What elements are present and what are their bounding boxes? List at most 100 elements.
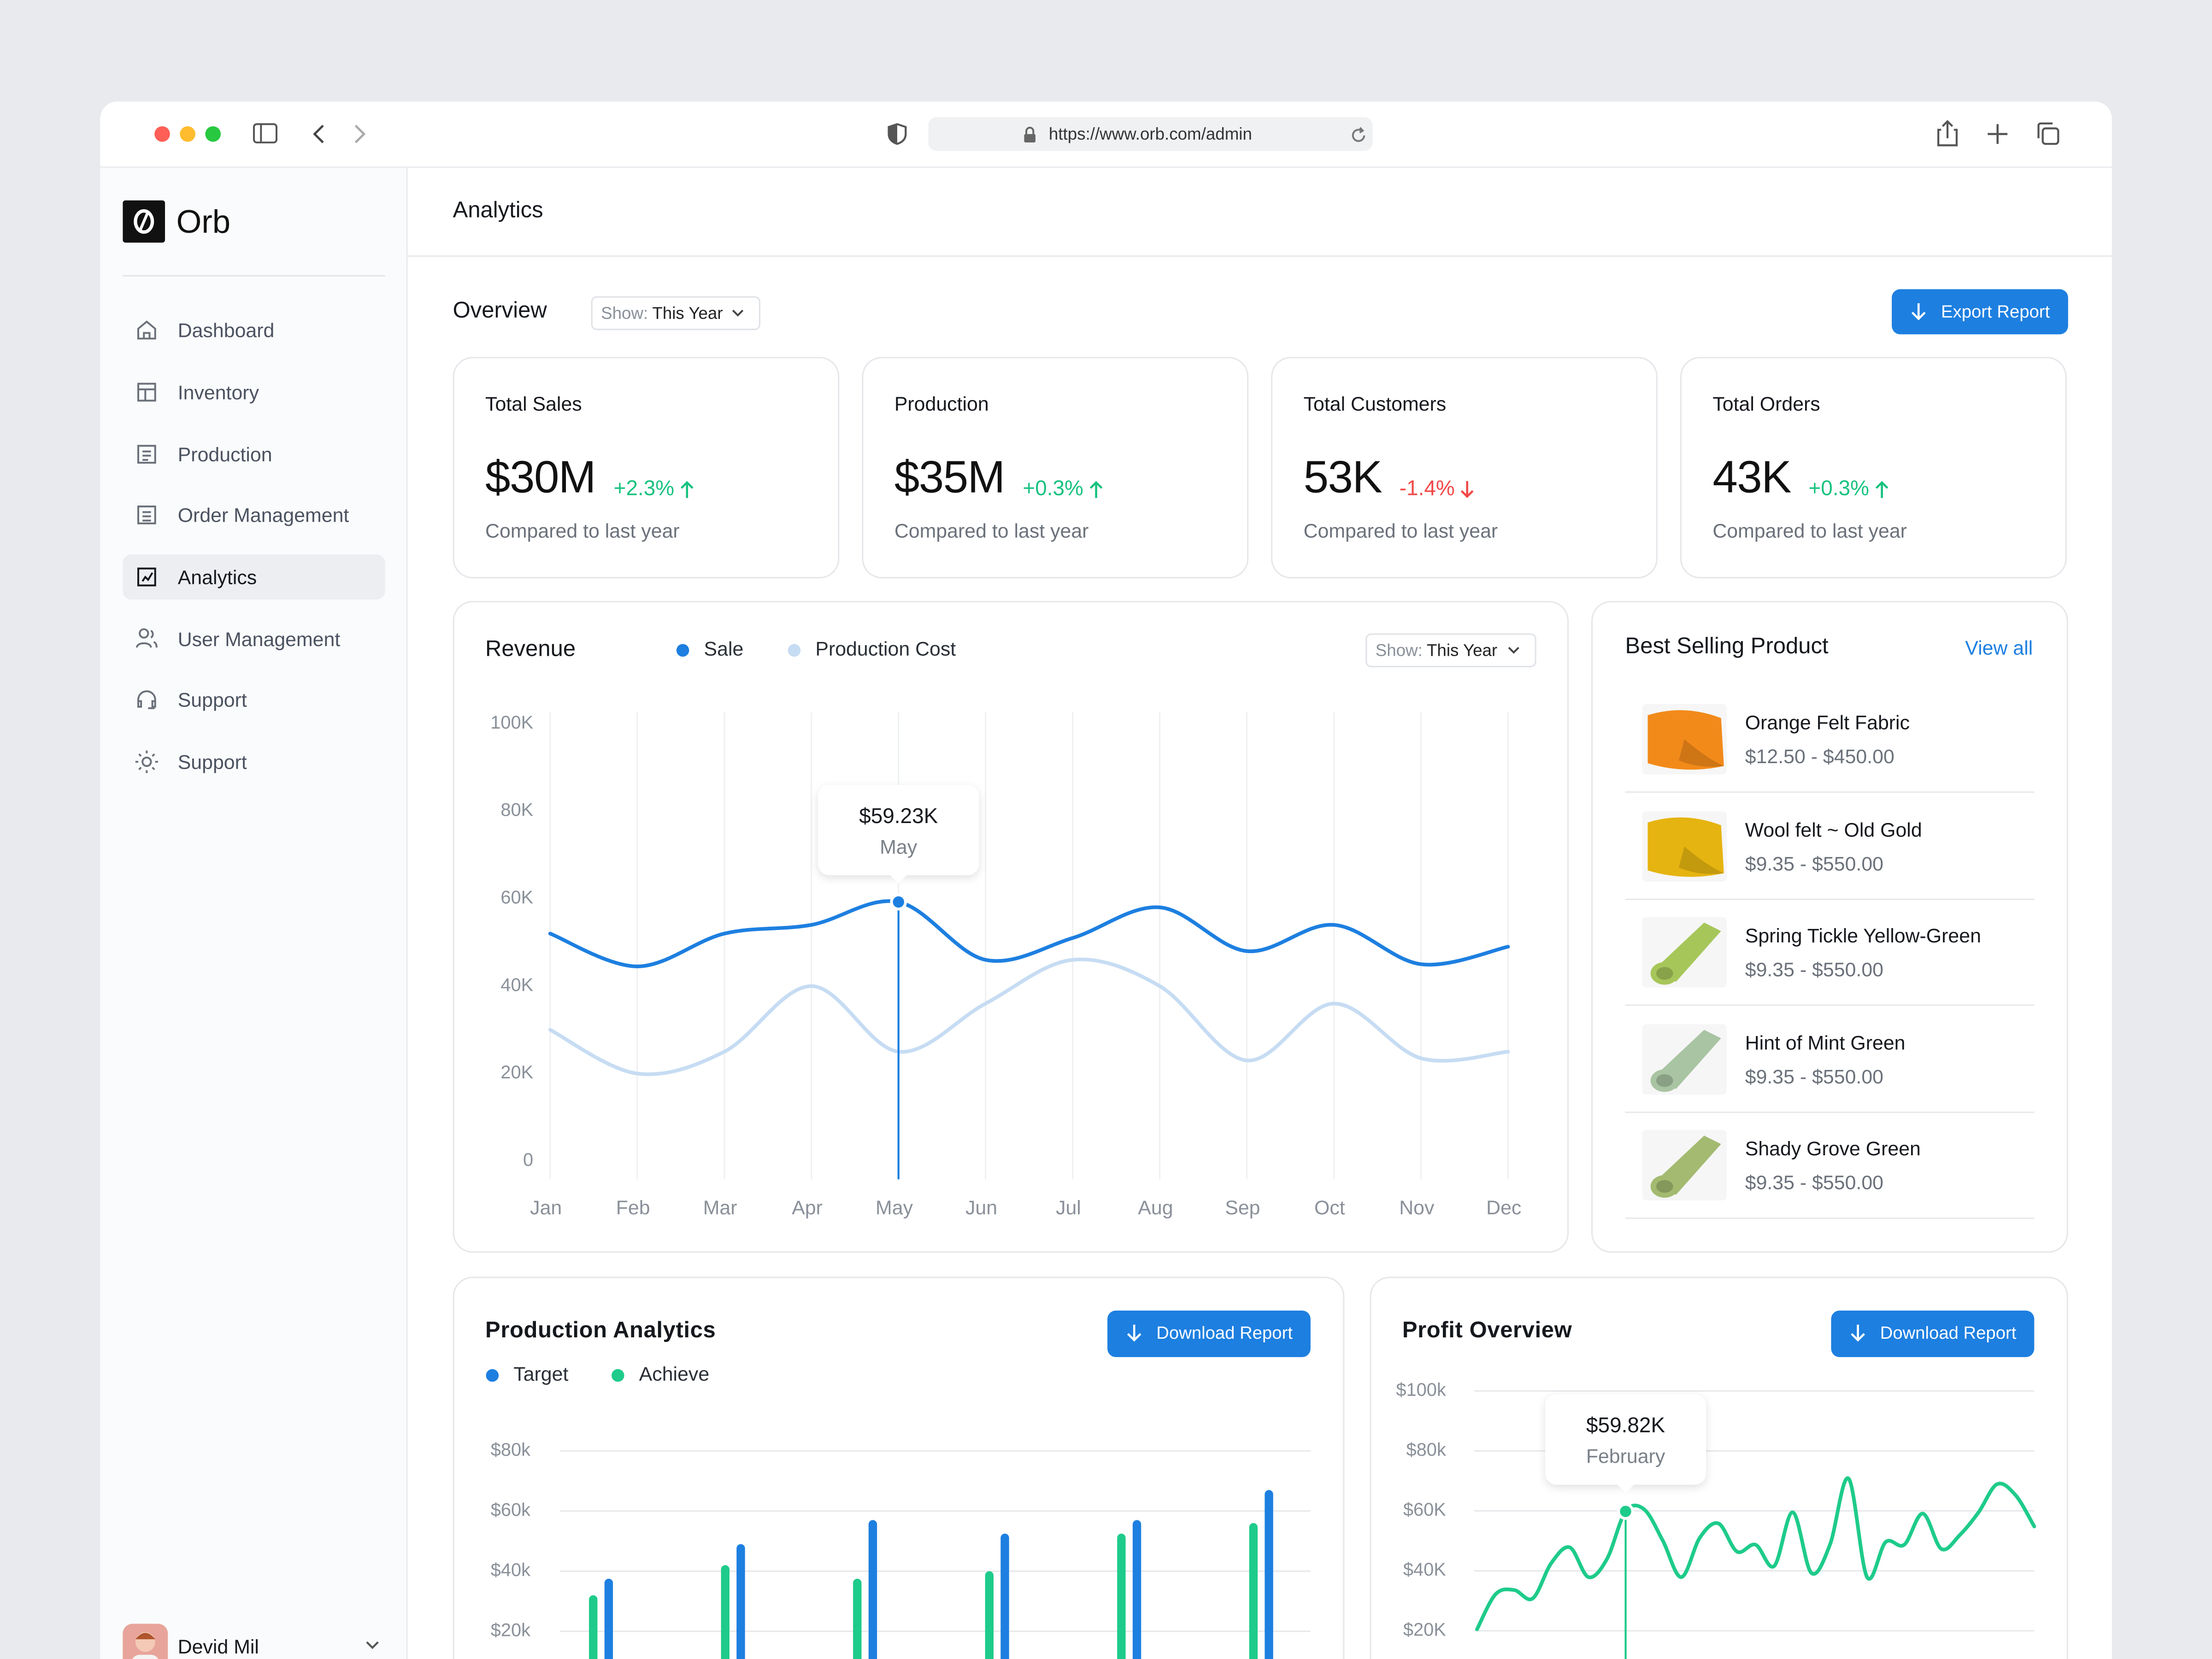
header-divider xyxy=(407,255,2112,257)
product-price: $9.35 - $550.00 xyxy=(1745,1171,1884,1194)
product-image xyxy=(1642,1130,1727,1201)
stat-card xyxy=(1680,357,2067,579)
stat-label: Total Customers xyxy=(1303,392,1447,415)
user-menu-chevron[interactable] xyxy=(364,1638,381,1652)
nav-item[interactable]: Inventory xyxy=(123,370,385,415)
back-button[interactable] xyxy=(313,124,324,143)
nav-label: Order Management xyxy=(177,504,349,527)
nav-item[interactable]: Analytics xyxy=(123,554,385,600)
stat-value: 43K xyxy=(1712,451,1791,502)
address-bar[interactable]: https://www.orb.com/admin xyxy=(928,117,1373,151)
browser-toolbar xyxy=(100,101,2112,168)
stat-card xyxy=(862,357,1249,579)
nav-item[interactable]: Dashboard xyxy=(123,308,385,353)
url-text: https://www.orb.com/admin xyxy=(1048,124,1252,144)
profit-title: Profit Overview xyxy=(1402,1319,1572,1343)
page-title: Analytics xyxy=(453,199,543,223)
reload-icon[interactable] xyxy=(1349,125,1369,145)
product-divider xyxy=(1625,898,2035,900)
trend-arrow xyxy=(1460,481,1474,498)
product-divider xyxy=(1625,1218,2035,1220)
download-label: Download Report xyxy=(1156,1323,1293,1343)
nav-icon xyxy=(137,382,156,402)
product-name[interactable]: Orange Felt Fabric xyxy=(1745,711,1910,734)
nav-icon xyxy=(137,506,156,525)
export-label: Export Report xyxy=(1941,302,2050,322)
nav-icon xyxy=(137,691,156,710)
tabs-button[interactable] xyxy=(2037,122,2059,145)
nav-icon xyxy=(135,750,158,773)
zoom-dot[interactable] xyxy=(205,126,221,142)
nav-label: Support xyxy=(177,750,247,773)
product-image xyxy=(1642,810,1727,882)
product-divider xyxy=(1625,791,2035,793)
stat-value: 53K xyxy=(1303,451,1382,502)
new-tab-button[interactable] xyxy=(1988,124,2008,144)
stat-card xyxy=(1271,357,1658,579)
sidebar-divider xyxy=(123,275,385,276)
filter-label: Show: xyxy=(601,303,648,324)
nav-label: Production xyxy=(177,442,272,465)
revenue-card xyxy=(453,601,1569,1253)
download-button[interactable]: Download Report xyxy=(1831,1310,2035,1357)
toolbar-actions xyxy=(1937,120,2059,147)
nav-item[interactable]: Production xyxy=(123,431,385,476)
stat-change: +2.3% xyxy=(613,477,675,501)
stat-note: Compared to last year xyxy=(894,519,1089,542)
nav-icon xyxy=(137,567,156,587)
product-divider xyxy=(1625,1005,2035,1006)
nav-icon xyxy=(137,444,156,463)
window-controls xyxy=(154,123,366,144)
stat-change: +0.3% xyxy=(1023,477,1083,501)
forward-button[interactable] xyxy=(354,124,366,143)
nav-icon xyxy=(135,628,158,647)
filter-value: This Year xyxy=(652,303,723,324)
product-name[interactable]: Hint of Mint Green xyxy=(1745,1031,1906,1054)
user-avatar xyxy=(123,1624,168,1659)
product-divider xyxy=(1625,1111,2035,1113)
revenue-filter[interactable]: Show: This Year xyxy=(1365,633,1536,667)
close-dot[interactable] xyxy=(154,126,170,142)
share-button[interactable] xyxy=(1937,120,1958,147)
trend-arrow xyxy=(1089,481,1103,498)
product-name[interactable]: Wool felt ~ Old Gold xyxy=(1745,818,1922,841)
product-image xyxy=(1642,704,1727,775)
overview-title: Overview xyxy=(453,299,547,324)
lock-icon xyxy=(1024,127,1035,143)
nav-item[interactable]: Order Management xyxy=(123,493,385,538)
minimize-dot[interactable] xyxy=(180,126,195,142)
nav-item[interactable]: Support xyxy=(123,739,385,784)
trend-arrow xyxy=(680,481,694,498)
nav-label: Dashboard xyxy=(177,319,275,342)
trend-arrow xyxy=(1875,481,1888,498)
export-button[interactable]: Export Report xyxy=(1892,289,2068,335)
download-button[interactable]: Download Report xyxy=(1107,1310,1311,1357)
nav-item[interactable]: Support xyxy=(123,678,385,723)
product-image xyxy=(1642,1024,1727,1094)
stat-label: Total Orders xyxy=(1712,392,1820,415)
nav-label: Inventory xyxy=(177,381,259,404)
product-price: $9.35 - $550.00 xyxy=(1745,851,1884,874)
view-all-link[interactable]: View all xyxy=(1965,636,2033,659)
product-name[interactable]: Spring Tickle Yellow-Green xyxy=(1745,924,1981,947)
user-name: Devid Mil xyxy=(177,1635,259,1658)
sidebar-toggle[interactable] xyxy=(253,123,277,144)
stat-change: -1.4% xyxy=(1399,477,1455,501)
stat-label: Production xyxy=(894,392,989,415)
nav-label: Support xyxy=(177,689,247,712)
product-name[interactable]: Shady Grove Green xyxy=(1745,1137,1921,1160)
overview-filter[interactable]: Show: This Year xyxy=(591,296,760,330)
nav-label: User Management xyxy=(177,627,341,650)
brand-logo xyxy=(123,200,165,243)
product-price: $9.35 - $550.00 xyxy=(1745,1065,1884,1088)
product-price: $12.50 - $450.00 xyxy=(1745,745,1894,768)
best-selling-title: Best Selling Product xyxy=(1625,635,1829,659)
stat-note: Compared to last year xyxy=(485,519,680,542)
stat-note: Compared to last year xyxy=(1712,519,1907,542)
product-price: $9.35 - $550.00 xyxy=(1745,958,1884,981)
nav-item[interactable]: User Management xyxy=(123,616,385,661)
filter-label: Show: xyxy=(1375,640,1423,660)
filter-value: This Year xyxy=(1426,640,1498,660)
